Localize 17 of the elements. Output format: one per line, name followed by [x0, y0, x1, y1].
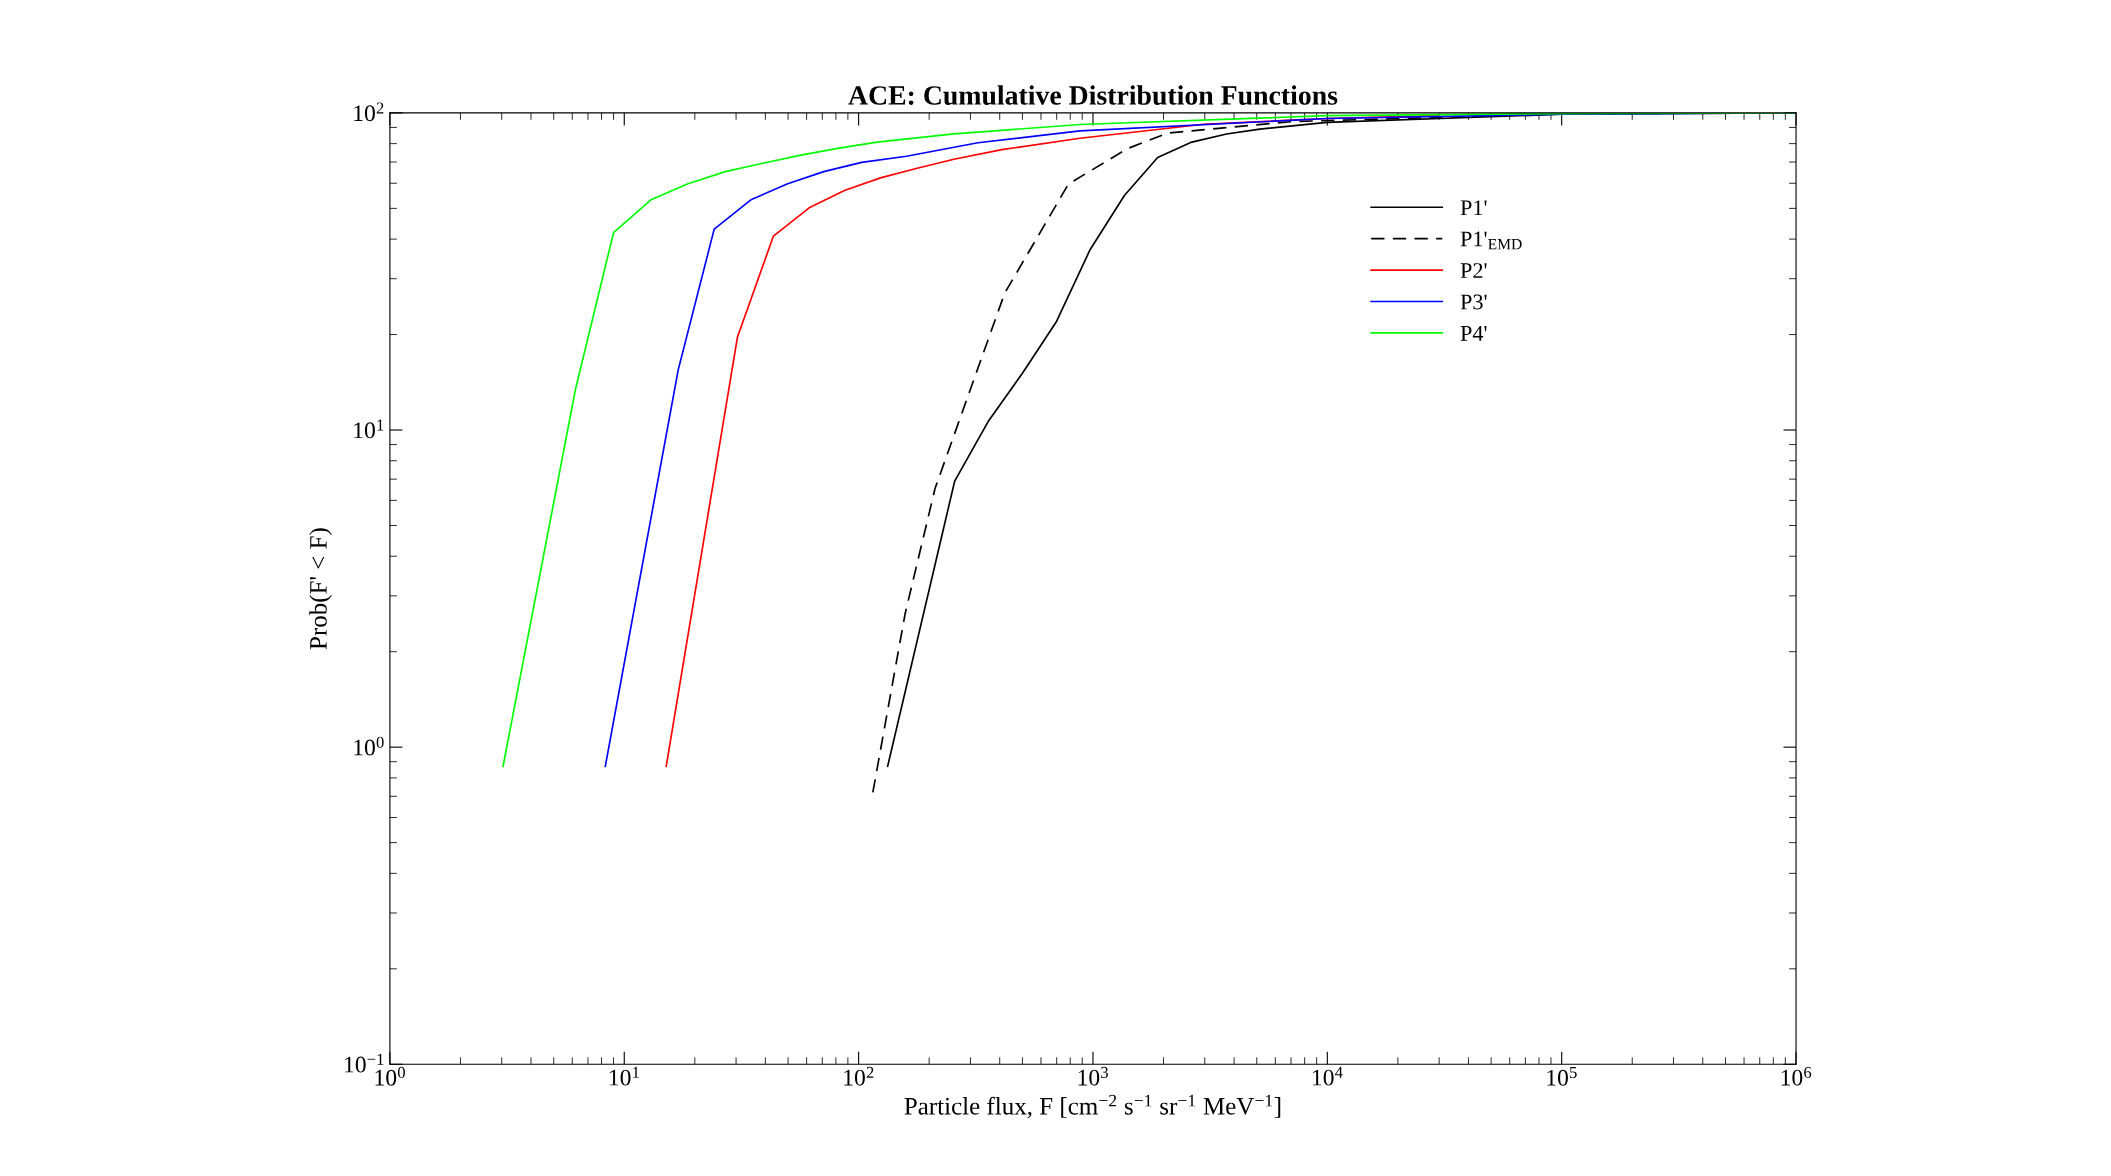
chart-title: ACE: Cumulative Distribution Functions: [848, 85, 1338, 105]
x-tick-label: 10$^{3}$: [1078, 1066, 1108, 1086]
x-tick-label: 10$^{4}$: [1312, 1066, 1343, 1086]
legend-label: P3': [1460, 294, 1487, 310]
text: Particle flux, F [cm$^{−2}$ s$^{−1}$ sr$^{−1}$ MeV$^{−1}$]: [904, 1094, 1281, 1119]
legend-label: P2': [1460, 263, 1487, 278]
x-tick-label: 10$^{5}$: [1547, 1067, 1577, 1086]
y-tick-label: 10$^{2}$: [354, 102, 384, 122]
y-tick-label: 10$^{0}$: [354, 736, 384, 756]
legend-label: P1': [1460, 200, 1487, 216]
x-tick-label: 10$^{1}$: [609, 1066, 639, 1086]
legend-label: P4': [1460, 326, 1487, 341]
y-tick-label: 10$^{1}$: [354, 419, 384, 439]
x-tick-label: 10$^{2}$: [844, 1066, 874, 1086]
legend-label: P1'$_{EMD}$: [1460, 231, 1522, 250]
y-axis-title: Prob(F' < F): [309, 528, 332, 650]
x-tick-label: 10$^{6}$: [1781, 1066, 1812, 1086]
